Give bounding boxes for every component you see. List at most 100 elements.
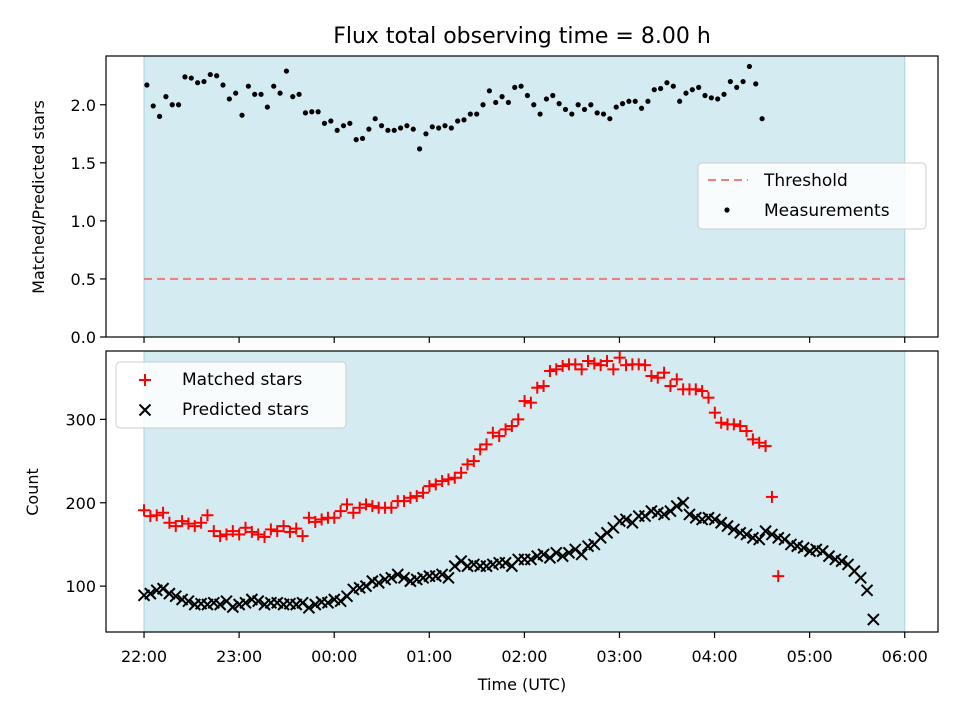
predicted-star-point [740,528,753,541]
matched-star-point [575,363,588,376]
measurement-point [175,102,182,108]
bottom-legend-box [115,361,347,429]
measurement-point [708,95,714,101]
matched-star-point [220,528,233,541]
matched-star-point [169,520,182,533]
predicted-star-point [556,549,569,563]
measurement-point [600,111,607,117]
measurement-point [258,91,264,97]
measurement-point [562,106,569,113]
matched-star-point [385,501,398,514]
matched-star-point [347,506,360,519]
matched-star-point [594,359,607,372]
predicted-star-point [397,571,411,585]
matched-star-point [150,509,163,522]
predicted-star-point [575,548,588,561]
measurement-point [550,92,556,99]
matched-star-point [201,509,214,522]
measurement-point [461,117,467,123]
matched-star-point [689,383,702,396]
measurement-point [207,71,213,78]
predicted-star-point [435,568,449,581]
matched-star-point [271,525,284,538]
measurement-point [290,94,296,100]
matched-star-point [486,426,499,439]
measurement-point [569,111,575,117]
measurement-point [626,98,632,104]
measurement-point [385,127,391,133]
predicted-star-point [721,519,734,533]
matched-star-point [734,420,747,433]
matched-star-point [404,491,417,504]
predicted-star-point [822,549,836,563]
matched-star-point [607,363,620,376]
y-tick-label: 0.5 [71,270,96,289]
predicted-star-point [753,533,766,546]
predicted-star-point [163,587,176,600]
bottom-x-ticks: 22:00 23:00 00:00 01:00 02:00 03:00 04:00 05:00… [121,632,928,666]
matched-star-point [664,380,677,393]
measurement-point [638,105,645,111]
y-tick-label: 1.0 [71,212,96,231]
measurement-point [442,123,448,129]
measurement-point [309,109,315,115]
predicted-star-point [537,548,550,561]
measurement-point [537,111,543,117]
predicted-star-point [708,513,722,526]
matched-star-point [264,523,277,536]
x-tick-label: 04:00 [691,647,737,666]
measurement-point [677,98,683,104]
matched-star-point [436,475,449,488]
measurement-point [689,87,695,93]
predicted-star-point [226,600,240,614]
predicted-star-point [676,496,690,509]
measurement-point [245,83,251,89]
matched-star-point [651,371,664,384]
measurement-point [740,78,746,85]
measurement-point [505,99,511,106]
matched-star-point [417,486,430,499]
measurement-point [746,63,752,70]
predicted-star-point [759,524,772,538]
measurement-point [378,123,385,129]
measurement-point [201,78,207,85]
matched-star-point [188,520,201,533]
matched-star-point [512,413,525,426]
matched-star-point [366,500,379,513]
measurement-point [321,120,328,126]
matched-star-point [715,416,728,429]
measurement-point [543,96,550,102]
matched-star-point [360,498,373,511]
legend-matched-label: Matched stars [182,370,302,390]
measurement-point [328,118,334,124]
matched-star-point [239,521,252,534]
matched-star-point [493,430,506,443]
y-tick-label: 1.5 [71,154,96,173]
predicted-star-point [321,596,335,610]
matched-star-point [499,423,512,436]
matched-star-point [658,366,671,379]
matched-star-point [772,570,785,583]
matched-star-point [753,436,766,449]
x-tick-label: 01:00 [406,647,452,666]
matched-star-point [226,525,239,538]
matched-star-point [182,517,195,530]
legend-measurements-swatch [724,207,730,213]
predicted-star-point [239,596,252,610]
measurement-point [588,102,594,108]
measurement-point [404,123,410,129]
measurement-point [347,120,353,126]
measurement-point [696,84,702,90]
measurement-point [302,110,309,116]
measurement-point [581,106,588,113]
legend-measurements-label: Measurements [764,201,890,221]
measurement-point [727,78,733,85]
matched-star-point [480,438,493,451]
top-axes-frame [105,55,939,338]
matched-star-point [328,511,341,524]
x-tick-label: 23:00 [216,647,262,666]
measurement-point [474,111,480,117]
matched-star-point [398,495,411,508]
matched-star-point [727,418,740,431]
legend-predicted-swatch [138,403,152,417]
